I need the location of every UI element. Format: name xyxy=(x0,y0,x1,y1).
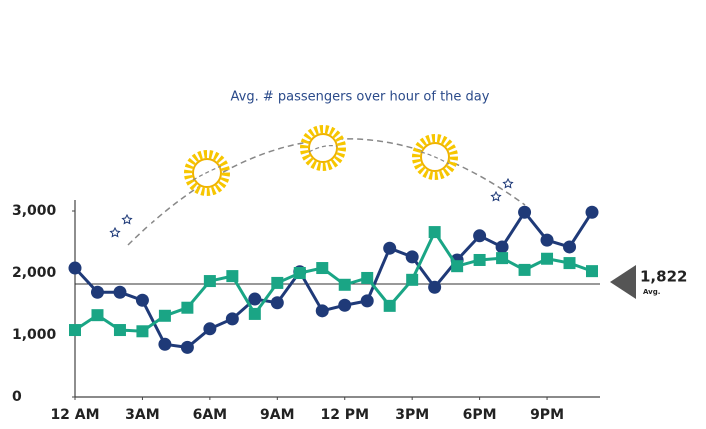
point xyxy=(383,241,397,255)
point xyxy=(338,278,351,291)
y-tick-label: 2,000 xyxy=(12,265,57,281)
series-line xyxy=(74,229,593,333)
x-tick-label: 6PM xyxy=(463,407,497,423)
x-tick-label: 3PM xyxy=(395,407,429,423)
point xyxy=(428,280,442,294)
sun xyxy=(184,125,458,196)
point xyxy=(91,309,104,322)
point xyxy=(473,229,487,243)
point xyxy=(473,253,486,266)
point xyxy=(563,257,576,270)
point xyxy=(428,226,441,239)
chart-title: Avg. # passengers over hour of the day xyxy=(231,90,490,105)
moon xyxy=(105,177,542,256)
point xyxy=(69,324,81,337)
point xyxy=(518,263,531,276)
point xyxy=(203,275,216,288)
point xyxy=(586,265,598,278)
x-tick-label: 12 AM xyxy=(50,407,99,423)
point xyxy=(496,252,509,265)
point xyxy=(136,325,149,338)
point xyxy=(113,324,126,337)
point xyxy=(90,285,104,299)
x-tick-label: 3AM xyxy=(125,407,160,423)
point xyxy=(585,205,599,219)
point xyxy=(180,340,194,354)
point xyxy=(518,205,532,219)
point xyxy=(405,250,419,264)
point xyxy=(406,273,419,286)
point xyxy=(541,252,554,265)
point xyxy=(360,294,374,308)
point xyxy=(271,276,284,289)
point xyxy=(293,267,306,279)
series-line xyxy=(73,209,594,349)
x-tick-label: 9PM xyxy=(530,407,564,423)
point xyxy=(451,260,464,273)
average-text: Avg. xyxy=(643,288,660,296)
point xyxy=(68,261,82,275)
point xyxy=(135,293,149,307)
y-tick-label: 1,000 xyxy=(12,327,57,343)
point xyxy=(338,298,352,312)
x-tick-label: 6AM xyxy=(193,407,228,423)
point xyxy=(315,304,329,318)
point xyxy=(113,285,127,299)
average-label: 1,822 xyxy=(640,268,687,286)
point xyxy=(270,296,284,310)
point xyxy=(248,292,262,306)
point xyxy=(316,262,329,275)
point xyxy=(225,312,239,326)
point xyxy=(181,301,194,314)
point xyxy=(540,233,554,247)
point xyxy=(361,271,374,284)
average-marker xyxy=(610,265,636,299)
y-tick-label: 3,000 xyxy=(12,203,57,219)
point xyxy=(158,337,172,351)
x-tick-label: 12 PM xyxy=(320,407,369,423)
point xyxy=(248,307,261,320)
point xyxy=(383,299,396,312)
point xyxy=(158,309,171,322)
y-tick-label: 0 xyxy=(12,389,22,405)
point xyxy=(563,240,577,254)
point xyxy=(226,270,239,283)
point xyxy=(203,322,217,336)
point xyxy=(495,240,509,254)
x-tick-label: 9AM xyxy=(260,407,295,423)
